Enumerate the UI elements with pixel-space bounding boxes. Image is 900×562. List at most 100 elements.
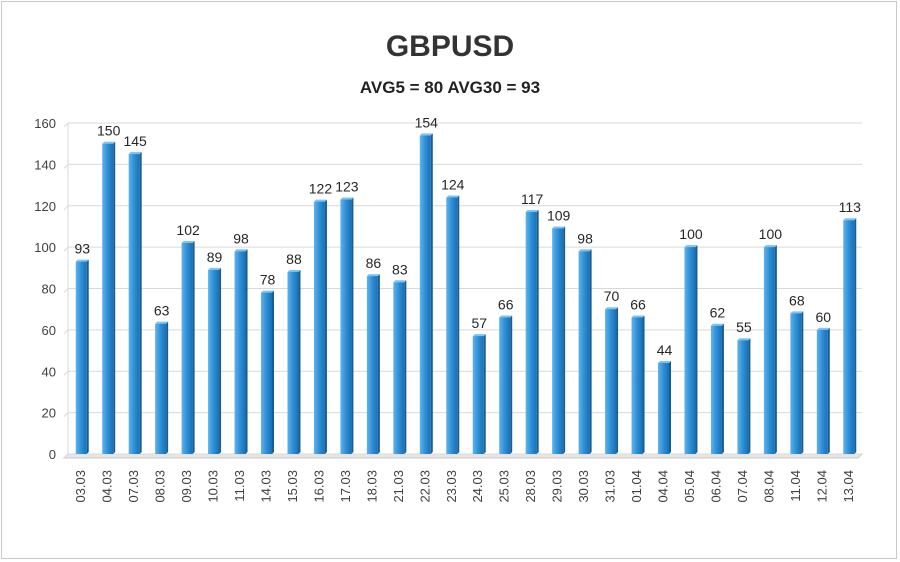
- y-tick-label: 160: [34, 116, 56, 131]
- data-label: 66: [630, 296, 646, 312]
- bar: [287, 271, 299, 454]
- bar-14.03: [261, 290, 274, 454]
- bar-16.03: [313, 199, 327, 454]
- bar-top: [340, 197, 354, 200]
- data-label: 100: [679, 226, 703, 242]
- bar: [340, 199, 352, 454]
- bar-side: [166, 321, 169, 454]
- bar-side: [669, 360, 671, 454]
- bar-side: [324, 199, 327, 454]
- bar-24.03: [472, 334, 486, 454]
- bar: [499, 317, 511, 454]
- bar-top: [287, 269, 301, 272]
- bar-top: [816, 327, 830, 330]
- bar: [128, 154, 140, 454]
- bar-top: [155, 321, 169, 324]
- y-tick-label: 20: [42, 406, 56, 421]
- bar-22.03: [419, 133, 433, 454]
- data-label: 113: [839, 199, 862, 215]
- bar: [393, 282, 405, 454]
- bar-top: [102, 141, 116, 144]
- x-tick-label: 10.03: [206, 470, 221, 503]
- bar: [155, 323, 167, 454]
- gridline-depth: [63, 164, 69, 169]
- x-tick-label: 04.04: [656, 470, 671, 503]
- bar-side: [113, 141, 116, 454]
- x-tick-label: 25.03: [497, 470, 512, 503]
- x-tick-label: 08.04: [761, 470, 776, 503]
- x-tick-label: 24.03: [470, 470, 485, 503]
- data-label: 98: [577, 230, 593, 246]
- bar-top: [578, 249, 592, 252]
- bar-08.03: [155, 321, 169, 454]
- data-label: 70: [604, 288, 620, 304]
- bar: [181, 242, 193, 454]
- x-tick-label: 23.03: [444, 470, 459, 503]
- x-tick-label: 09.03: [179, 470, 194, 503]
- data-label: 57: [471, 315, 487, 331]
- bar-side: [642, 315, 645, 454]
- y-tick-label: 120: [34, 199, 56, 214]
- data-label: 150: [97, 123, 121, 139]
- bar-15.03: [287, 269, 301, 454]
- bar-side: [616, 307, 619, 454]
- bar-05.04: [684, 245, 698, 454]
- data-label: 60: [816, 309, 832, 325]
- chart-title: GBPUSD: [385, 30, 515, 63]
- data-label: 122: [309, 181, 333, 197]
- y-tick-label: 40: [42, 364, 56, 379]
- bar-side: [377, 274, 380, 454]
- x-tick-label: 13.04: [841, 470, 856, 503]
- bar-top: [181, 240, 195, 243]
- x-tick-label: 16.03: [311, 470, 326, 503]
- bar: [684, 247, 696, 454]
- data-label: 88: [286, 251, 302, 267]
- bar-17.03: [340, 197, 354, 454]
- bar: [605, 309, 617, 454]
- x-tick-label: 15.03: [285, 470, 300, 503]
- chart-floor: [62, 453, 864, 459]
- bar-side: [483, 334, 486, 454]
- y-tick-label: 100: [34, 240, 56, 255]
- gridline-depth: [63, 288, 69, 293]
- bar-23.03: [446, 195, 460, 454]
- x-tick-label: 07.04: [735, 470, 750, 503]
- bar-side: [192, 240, 195, 454]
- bar-25.03: [499, 315, 513, 454]
- data-label: 66: [498, 296, 514, 312]
- bar: [366, 276, 378, 454]
- bar-side: [245, 249, 248, 454]
- bar-top: [552, 226, 566, 229]
- data-label: 44: [657, 342, 673, 358]
- data-label: 117: [521, 191, 544, 207]
- x-tick-label: 11.04: [788, 470, 803, 502]
- y-tick-label: 140: [34, 157, 56, 172]
- bar-side: [351, 197, 354, 454]
- y-axis: 0 20 40 60 80 100 120 140 160: [34, 116, 56, 462]
- gridline-depth: [63, 205, 69, 211]
- bar: [313, 201, 325, 454]
- x-tick-label: 07.03: [126, 470, 141, 503]
- bar-30.03: [578, 249, 592, 454]
- bar-top: [525, 209, 539, 212]
- bar-side: [536, 209, 539, 454]
- bar: [472, 336, 484, 454]
- bar-04.03: [102, 141, 116, 454]
- bar-top: [843, 218, 857, 221]
- bar-side: [457, 195, 460, 454]
- bar-top: [419, 133, 433, 136]
- bar: [261, 292, 272, 454]
- data-label: 123: [335, 179, 359, 195]
- bar-top: [499, 315, 513, 318]
- bar: [843, 220, 855, 454]
- gridline-depth: [63, 329, 69, 335]
- bar-11.03: [234, 249, 248, 454]
- data-label: 68: [789, 292, 805, 308]
- bar-top: [234, 249, 248, 252]
- bar-side: [298, 269, 301, 454]
- y-tick-label: 0: [49, 447, 56, 462]
- bar-top: [261, 290, 274, 293]
- bar-top: [658, 360, 671, 363]
- data-label: 78: [260, 272, 276, 288]
